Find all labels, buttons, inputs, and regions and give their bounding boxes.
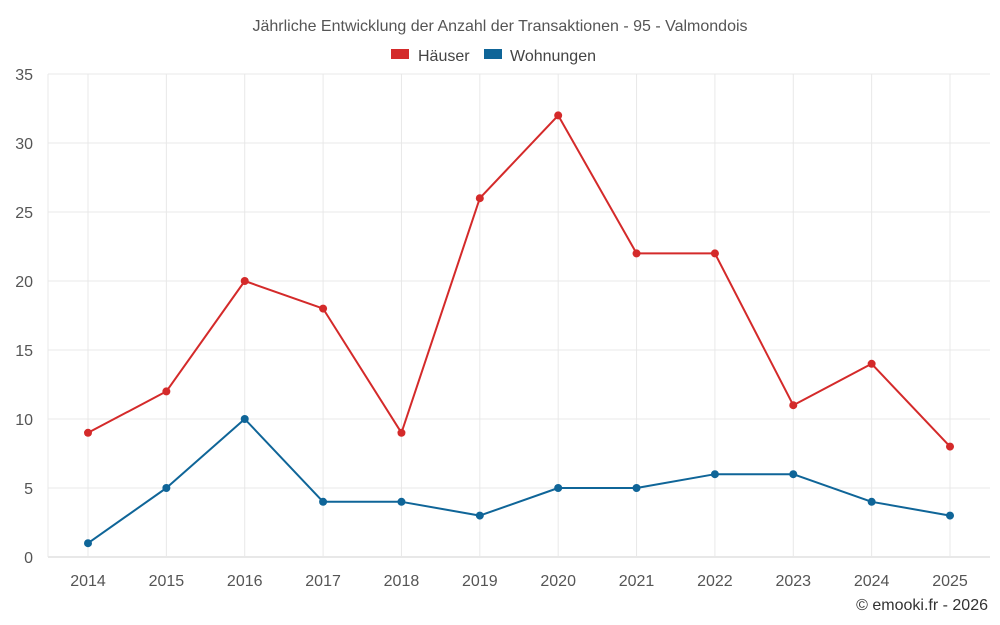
x-tick-label: 2020 (540, 573, 576, 590)
chart-title: Jährliche Entwicklung der Anzahl der Tra… (252, 18, 747, 35)
data-point-haeuser[interactable] (632, 249, 641, 258)
x-tick-label: 2014 (70, 573, 106, 590)
y-tick-label: 10 (15, 412, 33, 429)
series-line-haeuser (87, 114, 951, 448)
x-tick-label: 2018 (384, 573, 420, 590)
data-point-wohnungen[interactable] (475, 511, 484, 520)
data-point-haeuser[interactable] (319, 304, 328, 313)
x-tick-label: 2017 (305, 573, 341, 590)
data-point-wohnungen[interactable] (946, 511, 954, 520)
y-tick-label: 25 (15, 205, 33, 222)
data-point-wohnungen[interactable] (319, 497, 328, 506)
y-tick-label: 20 (15, 274, 33, 291)
x-tick-label: 2015 (149, 573, 185, 590)
x-tick-label: 2022 (697, 573, 733, 590)
x-tick-label: 2023 (775, 573, 811, 590)
data-point-wohnungen[interactable] (397, 497, 406, 506)
data-point-haeuser[interactable] (84, 428, 92, 437)
legend-swatch-wohnungen (484, 49, 502, 59)
x-tick-label: 2016 (227, 573, 263, 590)
series-line-wohnungen (87, 418, 951, 545)
legend-swatch-haeuser (391, 49, 409, 59)
y-axis: 0 5 10 15 20 25 30 35 (15, 67, 33, 567)
series (84, 111, 954, 548)
legend: Häuser Wohnungen (391, 48, 596, 65)
data-point-haeuser[interactable] (710, 249, 719, 258)
credit-text: © emooki.fr - 2026 (856, 597, 988, 614)
y-tick-label: 30 (15, 136, 33, 153)
data-point-haeuser[interactable] (240, 277, 249, 285)
data-point-wohnungen[interactable] (84, 539, 92, 548)
data-point-haeuser[interactable] (397, 428, 406, 437)
data-point-wohnungen[interactable] (789, 470, 798, 479)
data-point-wohnungen[interactable] (162, 484, 171, 492)
data-point-wohnungen[interactable] (554, 484, 563, 492)
x-tick-label: 2025 (932, 573, 968, 590)
data-point-wohnungen[interactable] (240, 415, 249, 423)
y-tick-label: 5 (24, 481, 33, 498)
data-point-haeuser[interactable] (867, 359, 876, 368)
x-tick-label: 2024 (854, 573, 890, 590)
y-tick-label: 15 (15, 343, 33, 360)
y-tick-label: 0 (24, 550, 33, 567)
x-tick-label: 2019 (462, 573, 498, 590)
data-point-haeuser[interactable] (554, 111, 563, 120)
legend-label-haeuser: Häuser (418, 48, 470, 65)
data-point-wohnungen[interactable] (710, 470, 719, 479)
y-tick-label: 35 (15, 67, 33, 84)
x-axis: 2014 2015 2016 2017 2018 2019 2020 2021 2022 2023… (70, 573, 968, 590)
data-point-haeuser[interactable] (789, 401, 798, 410)
data-point-haeuser[interactable] (946, 442, 954, 451)
data-point-haeuser[interactable] (475, 194, 484, 203)
legend-label-wohnungen: Wohnungen (510, 48, 596, 65)
x-tick-label: 2021 (619, 573, 655, 590)
data-point-wohnungen[interactable] (867, 497, 876, 506)
grid (47, 73, 990, 558)
data-point-wohnungen[interactable] (632, 484, 641, 492)
data-point-haeuser[interactable] (162, 387, 171, 396)
